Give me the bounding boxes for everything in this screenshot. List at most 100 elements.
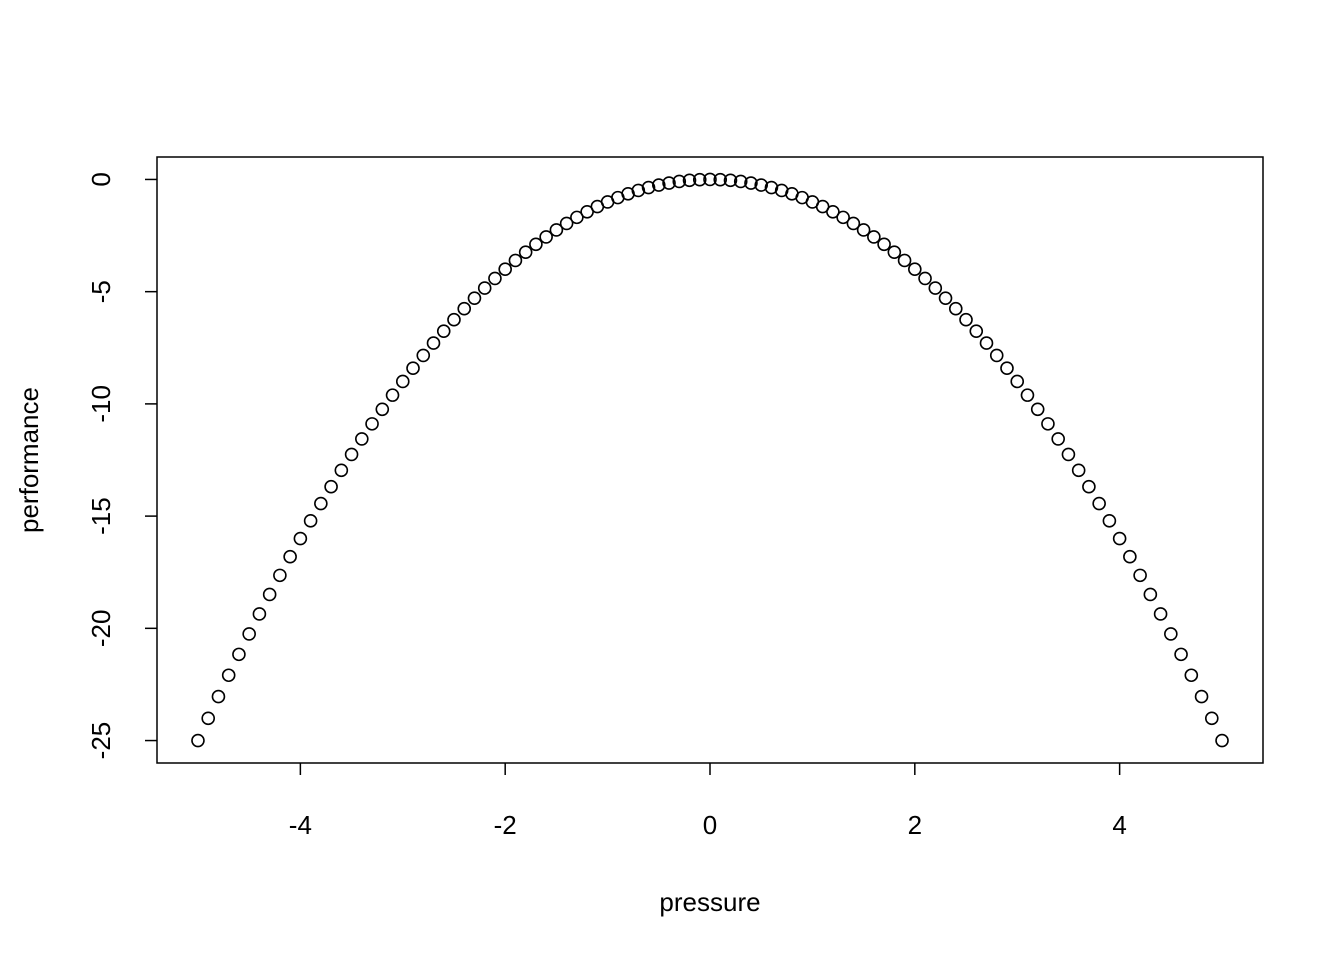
point [631,183,646,198]
point [836,210,850,225]
x-tick-label: -2 [494,810,517,840]
point [723,173,738,188]
point [324,479,338,494]
point [334,463,349,478]
point [959,312,973,327]
point [846,216,861,231]
x-tick-label: 4 [1112,810,1126,840]
point [1000,361,1014,376]
point [1174,647,1188,662]
point [355,432,369,446]
point [191,733,205,748]
point [651,178,666,192]
point [242,627,256,641]
point [549,223,564,237]
point [559,216,574,231]
point [928,281,943,295]
point [201,711,216,726]
point [1194,689,1209,704]
point [1123,549,1137,564]
point [498,262,512,277]
point [518,245,533,259]
point [662,176,676,190]
point [375,402,390,417]
point [1184,668,1199,683]
point [508,253,523,268]
point [1204,711,1219,726]
point [1092,496,1106,511]
point [1133,568,1147,583]
x-tick-label: 2 [908,810,922,840]
point [273,568,287,583]
point [754,178,769,192]
x-tick-label: -4 [289,810,312,840]
point [1071,463,1086,478]
point [416,348,431,363]
point [1153,607,1168,621]
point [211,689,226,704]
point [1164,627,1178,641]
point [283,549,297,564]
point [867,230,881,244]
point [897,253,912,268]
point [252,607,267,621]
point [539,230,553,244]
point [467,291,482,305]
point [733,174,748,189]
point [477,281,492,295]
point [293,531,308,546]
point [682,173,697,188]
point [457,301,472,316]
point [703,172,717,187]
point [641,180,656,195]
point [344,447,359,462]
point [1143,587,1158,602]
point [1215,733,1229,748]
point [1041,417,1055,431]
point [1102,514,1117,528]
point [221,668,236,683]
point [1010,374,1025,389]
y-axis-title: performance [14,387,44,533]
point [1030,402,1045,417]
point [303,514,318,528]
y-tick-label: -5 [86,280,116,303]
point [406,361,420,376]
point [447,312,461,327]
point [488,271,502,286]
point [948,301,963,316]
y-tick-label: -25 [86,722,116,760]
point [436,324,451,338]
point [764,180,779,195]
y-tick-label: -10 [86,385,116,423]
point [365,417,379,431]
point [938,291,953,305]
point [887,245,902,259]
point [1061,447,1076,462]
point [1020,388,1035,402]
point [395,374,410,389]
point [262,587,277,602]
point [989,348,1004,363]
point [1112,531,1127,546]
y-tick-label: -15 [86,497,116,535]
point [1051,432,1065,446]
point [314,496,328,511]
point [713,172,728,187]
point [426,336,441,350]
x-axis-title: pressure [659,887,760,917]
plot-box [156,156,1264,764]
point [385,388,400,402]
x-tick-label: 0 [703,810,717,840]
point [969,324,984,338]
point [856,223,871,237]
point [529,237,543,252]
point [826,204,840,219]
point [672,174,687,189]
point [877,237,891,252]
point [908,262,922,277]
point [1082,479,1096,494]
point [979,336,994,350]
